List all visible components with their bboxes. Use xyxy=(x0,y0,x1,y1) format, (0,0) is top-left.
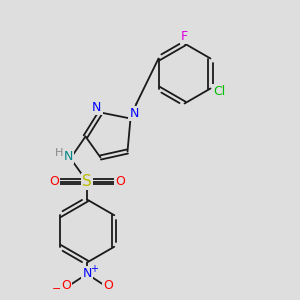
Text: Cl: Cl xyxy=(213,85,226,98)
Text: O: O xyxy=(103,279,113,292)
Text: F: F xyxy=(181,30,188,44)
Text: S: S xyxy=(82,174,92,189)
Text: N: N xyxy=(82,267,92,280)
Text: O: O xyxy=(61,279,71,292)
Text: N: N xyxy=(92,101,102,114)
Text: O: O xyxy=(115,175,125,188)
Text: N: N xyxy=(63,150,73,164)
Text: −: − xyxy=(52,284,62,294)
Text: +: + xyxy=(90,263,98,274)
Text: H: H xyxy=(55,148,63,158)
Text: N: N xyxy=(129,107,139,120)
Text: O: O xyxy=(49,175,59,188)
